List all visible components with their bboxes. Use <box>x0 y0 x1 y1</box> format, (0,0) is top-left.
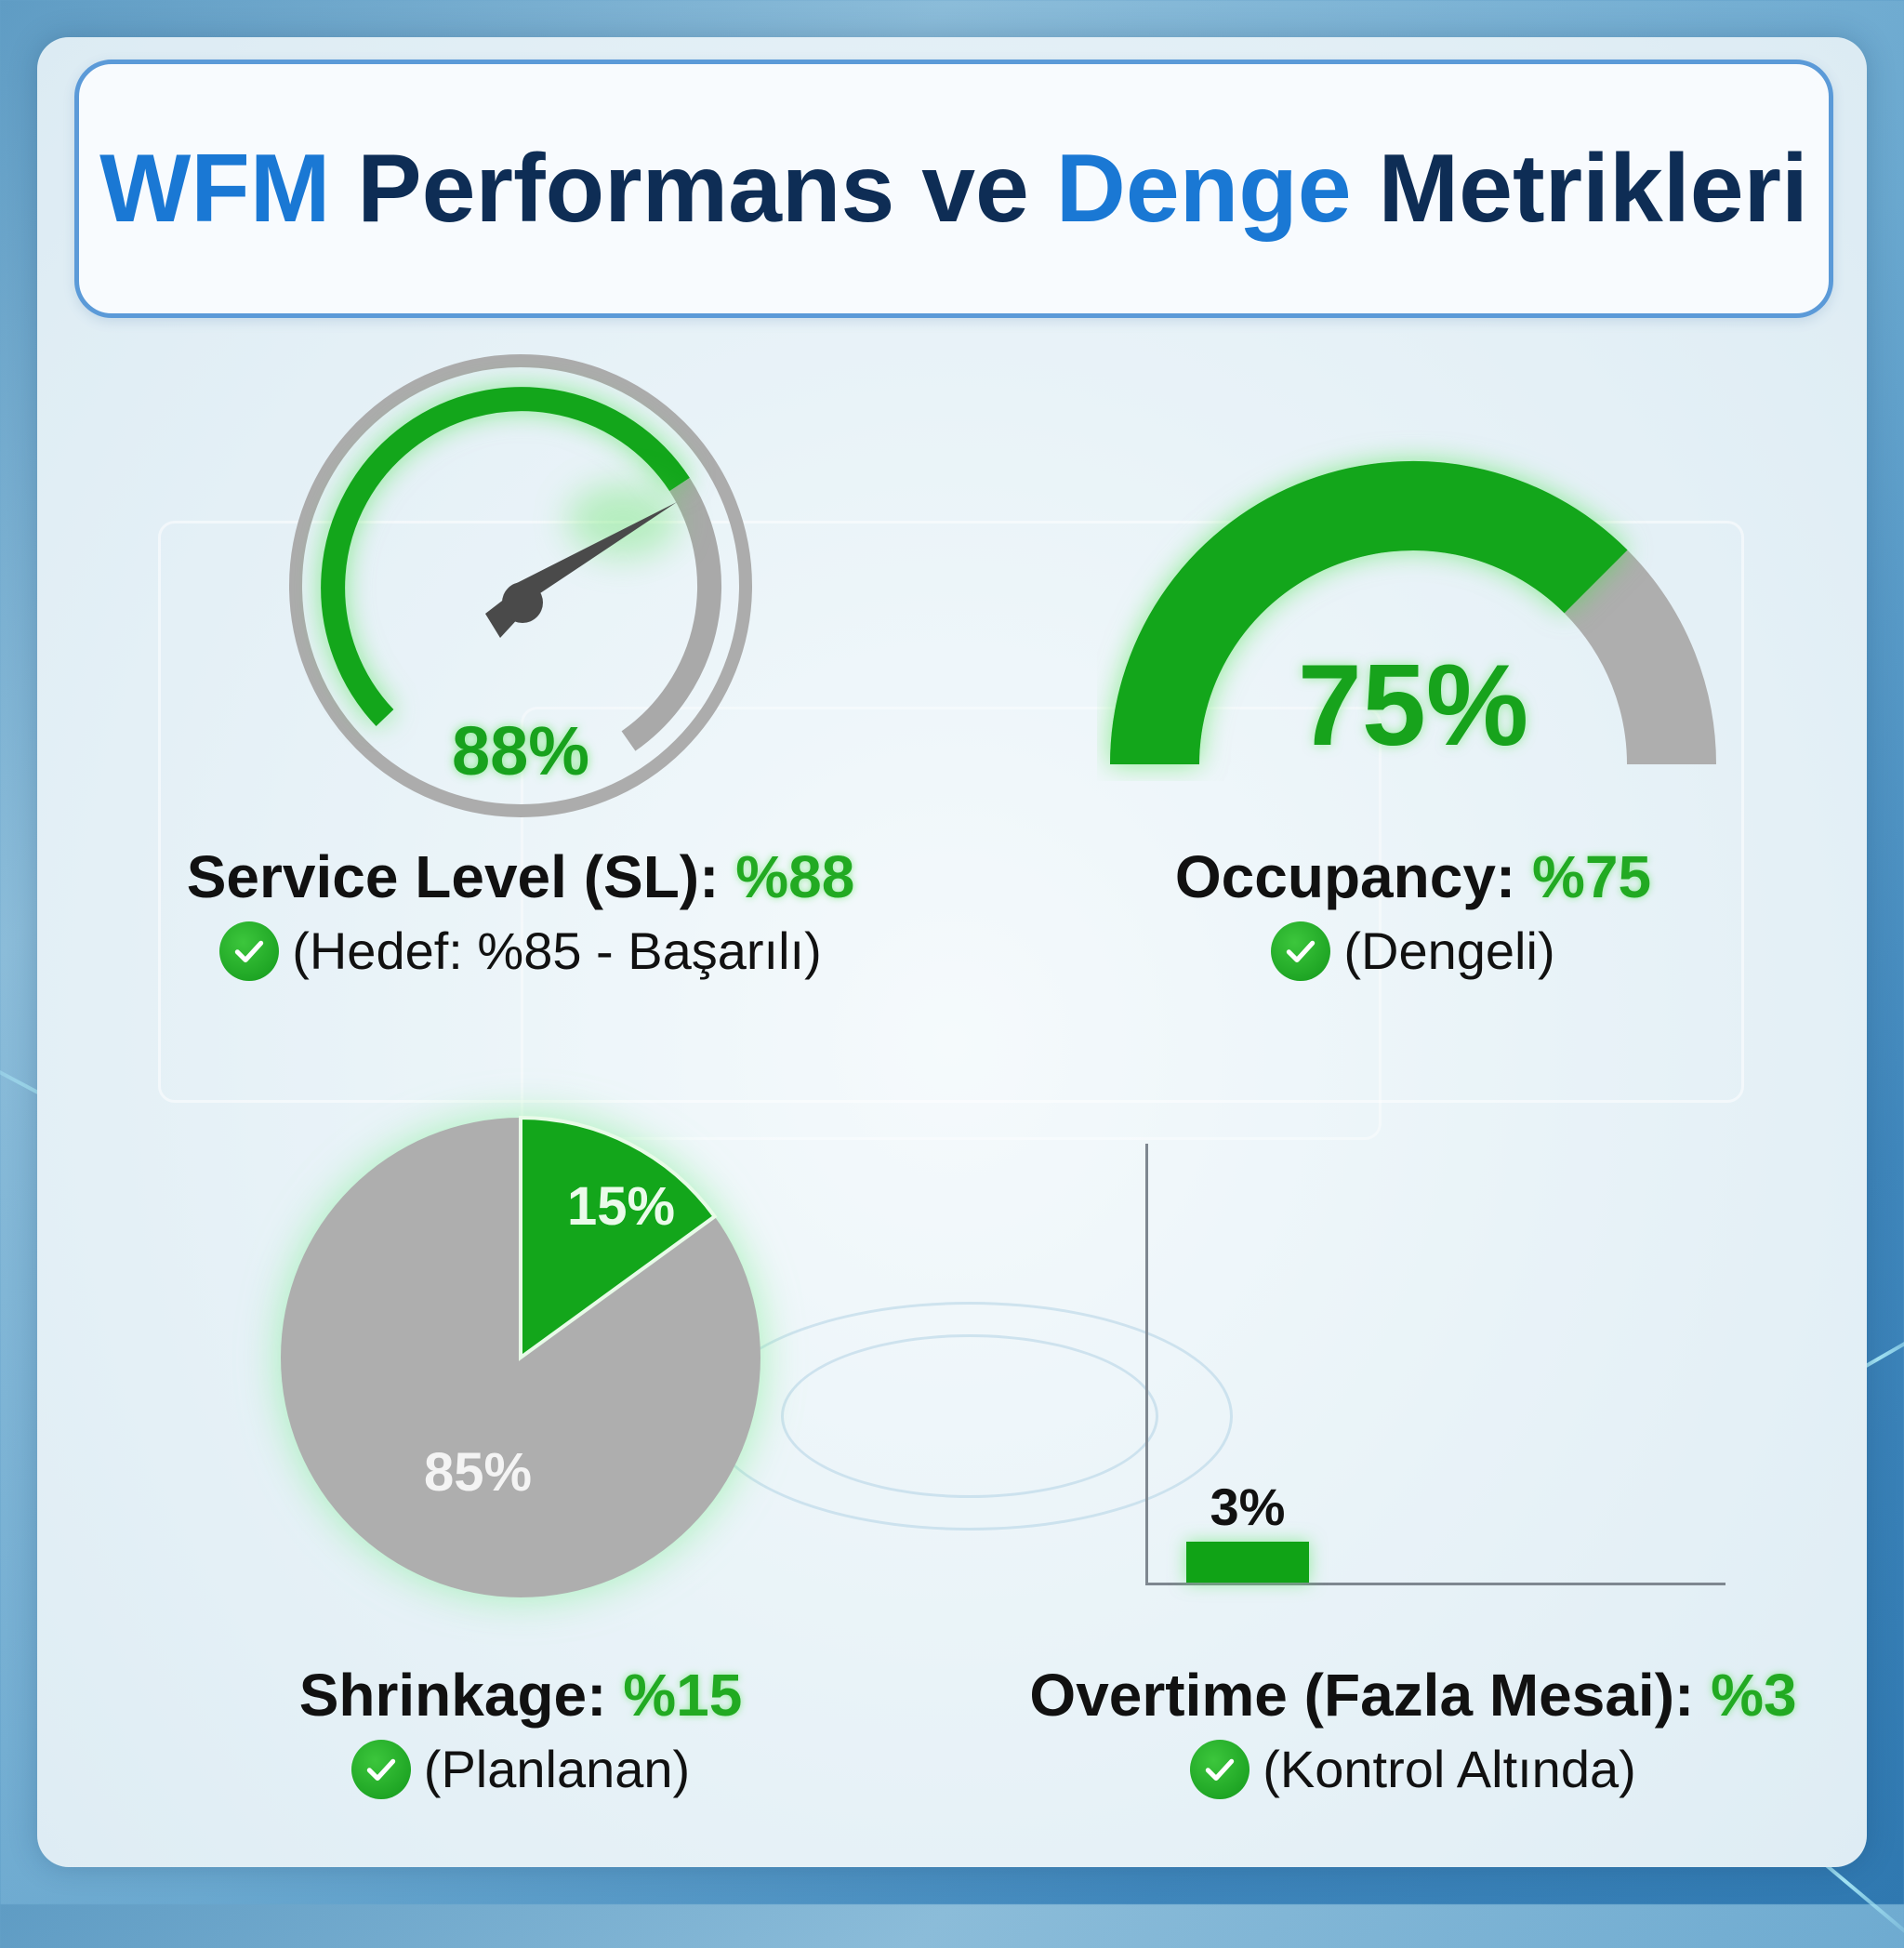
x-axis <box>1145 1583 1726 1585</box>
metric-title: Shrinkage: %15 <box>74 1661 967 1729</box>
y-axis <box>1145 1144 1148 1584</box>
metric-status: (Dengeli) <box>1004 921 1822 981</box>
pie-slice-shrinkage <box>519 1115 718 1361</box>
metric-status: (Kontrol Altında) <box>976 1739 1850 1799</box>
title-part-wfm: WFM <box>99 134 331 243</box>
overtime-bar-chart: 3% <box>1106 1107 1739 1627</box>
check-circle-icon <box>1271 921 1331 981</box>
metric-status-text: (Kontrol Altında) <box>1263 1740 1636 1798</box>
title-part-metrikleri: Metrikleri <box>1351 134 1808 243</box>
half-donut-chart <box>1110 460 1716 765</box>
metric-title: Occupancy: %75 <box>1004 842 1822 911</box>
gauge-remaining-arc <box>621 478 721 751</box>
check-circle-icon <box>350 1739 411 1799</box>
occupancy-caption: Occupancy: %75 (Dengeli) <box>1004 842 1822 981</box>
check-circle-icon <box>219 921 280 981</box>
title-banner: WFM Performans ve Denge Metrikleri <box>74 60 1833 318</box>
dashboard-panel: WFM Performans ve Denge Metrikleri 88% S… <box>37 37 1867 1867</box>
shrinkage-caption: Shrinkage: %15 (Planlanan) <box>74 1661 967 1799</box>
metric-value: %88 <box>735 843 855 910</box>
pie-label-gray: 85% <box>424 1442 533 1503</box>
pie-label-green: 15% <box>567 1176 676 1237</box>
metric-value: %75 <box>1532 843 1652 910</box>
gauge-needle-hub <box>502 582 543 623</box>
metric-status-text: (Hedef: %85 - Başarılı) <box>292 921 822 980</box>
gauge-value-label: 75% <box>1297 642 1529 770</box>
metric-title: Service Level (SL): %88 <box>74 842 967 911</box>
service-level-caption: Service Level (SL): %88 (Hedef: %85 - Ba… <box>74 842 967 981</box>
metric-value: %3 <box>1711 1662 1797 1729</box>
metric-name: Overtime (Fazla Mesai): <box>1029 1662 1695 1729</box>
metric-status: (Planlanan) <box>74 1739 967 1799</box>
metric-status-text: (Dengeli) <box>1343 921 1555 980</box>
shrinkage-pie: 15% 85% <box>260 1097 781 1618</box>
pie-chart <box>281 1115 760 1597</box>
occupancy-gauge: 75% <box>1097 428 1729 781</box>
decor-frame <box>521 707 1382 1140</box>
page-title: WFM Performans ve Denge Metrikleri <box>99 134 1808 245</box>
decor-ring <box>781 1334 1158 1498</box>
metric-name: Occupancy: <box>1174 843 1516 910</box>
metric-title: Overtime (Fazla Mesai): %3 <box>976 1661 1850 1729</box>
metric-name: Shrinkage: <box>298 1662 607 1729</box>
gauge-needle <box>495 502 677 621</box>
check-circle-icon <box>1190 1739 1250 1799</box>
overtime-bar <box>1186 1542 1309 1583</box>
title-part-denge: Denge <box>1055 134 1352 243</box>
gauge-chart <box>289 354 752 817</box>
metric-status: (Hedef: %85 - Başarılı) <box>74 921 967 981</box>
metric-status-text: (Planlanan) <box>423 1740 691 1798</box>
gauge-value-label: 88% <box>451 712 590 789</box>
metric-value: %15 <box>623 1662 743 1729</box>
gauge-outer-ring <box>289 354 752 817</box>
service-level-gauge: 88% <box>279 344 762 828</box>
metric-name: Service Level (SL): <box>186 843 720 910</box>
decor-frame <box>158 521 1744 1103</box>
bar-value-label: 3% <box>1210 1478 1286 1536</box>
title-part-performans: Performans ve <box>330 134 1056 243</box>
overtime-caption: Overtime (Fazla Mesai): %3 (Kontrol Altı… <box>976 1661 1850 1799</box>
occupancy-value-arc <box>1110 460 1628 765</box>
gauge-value-arc <box>321 387 690 726</box>
